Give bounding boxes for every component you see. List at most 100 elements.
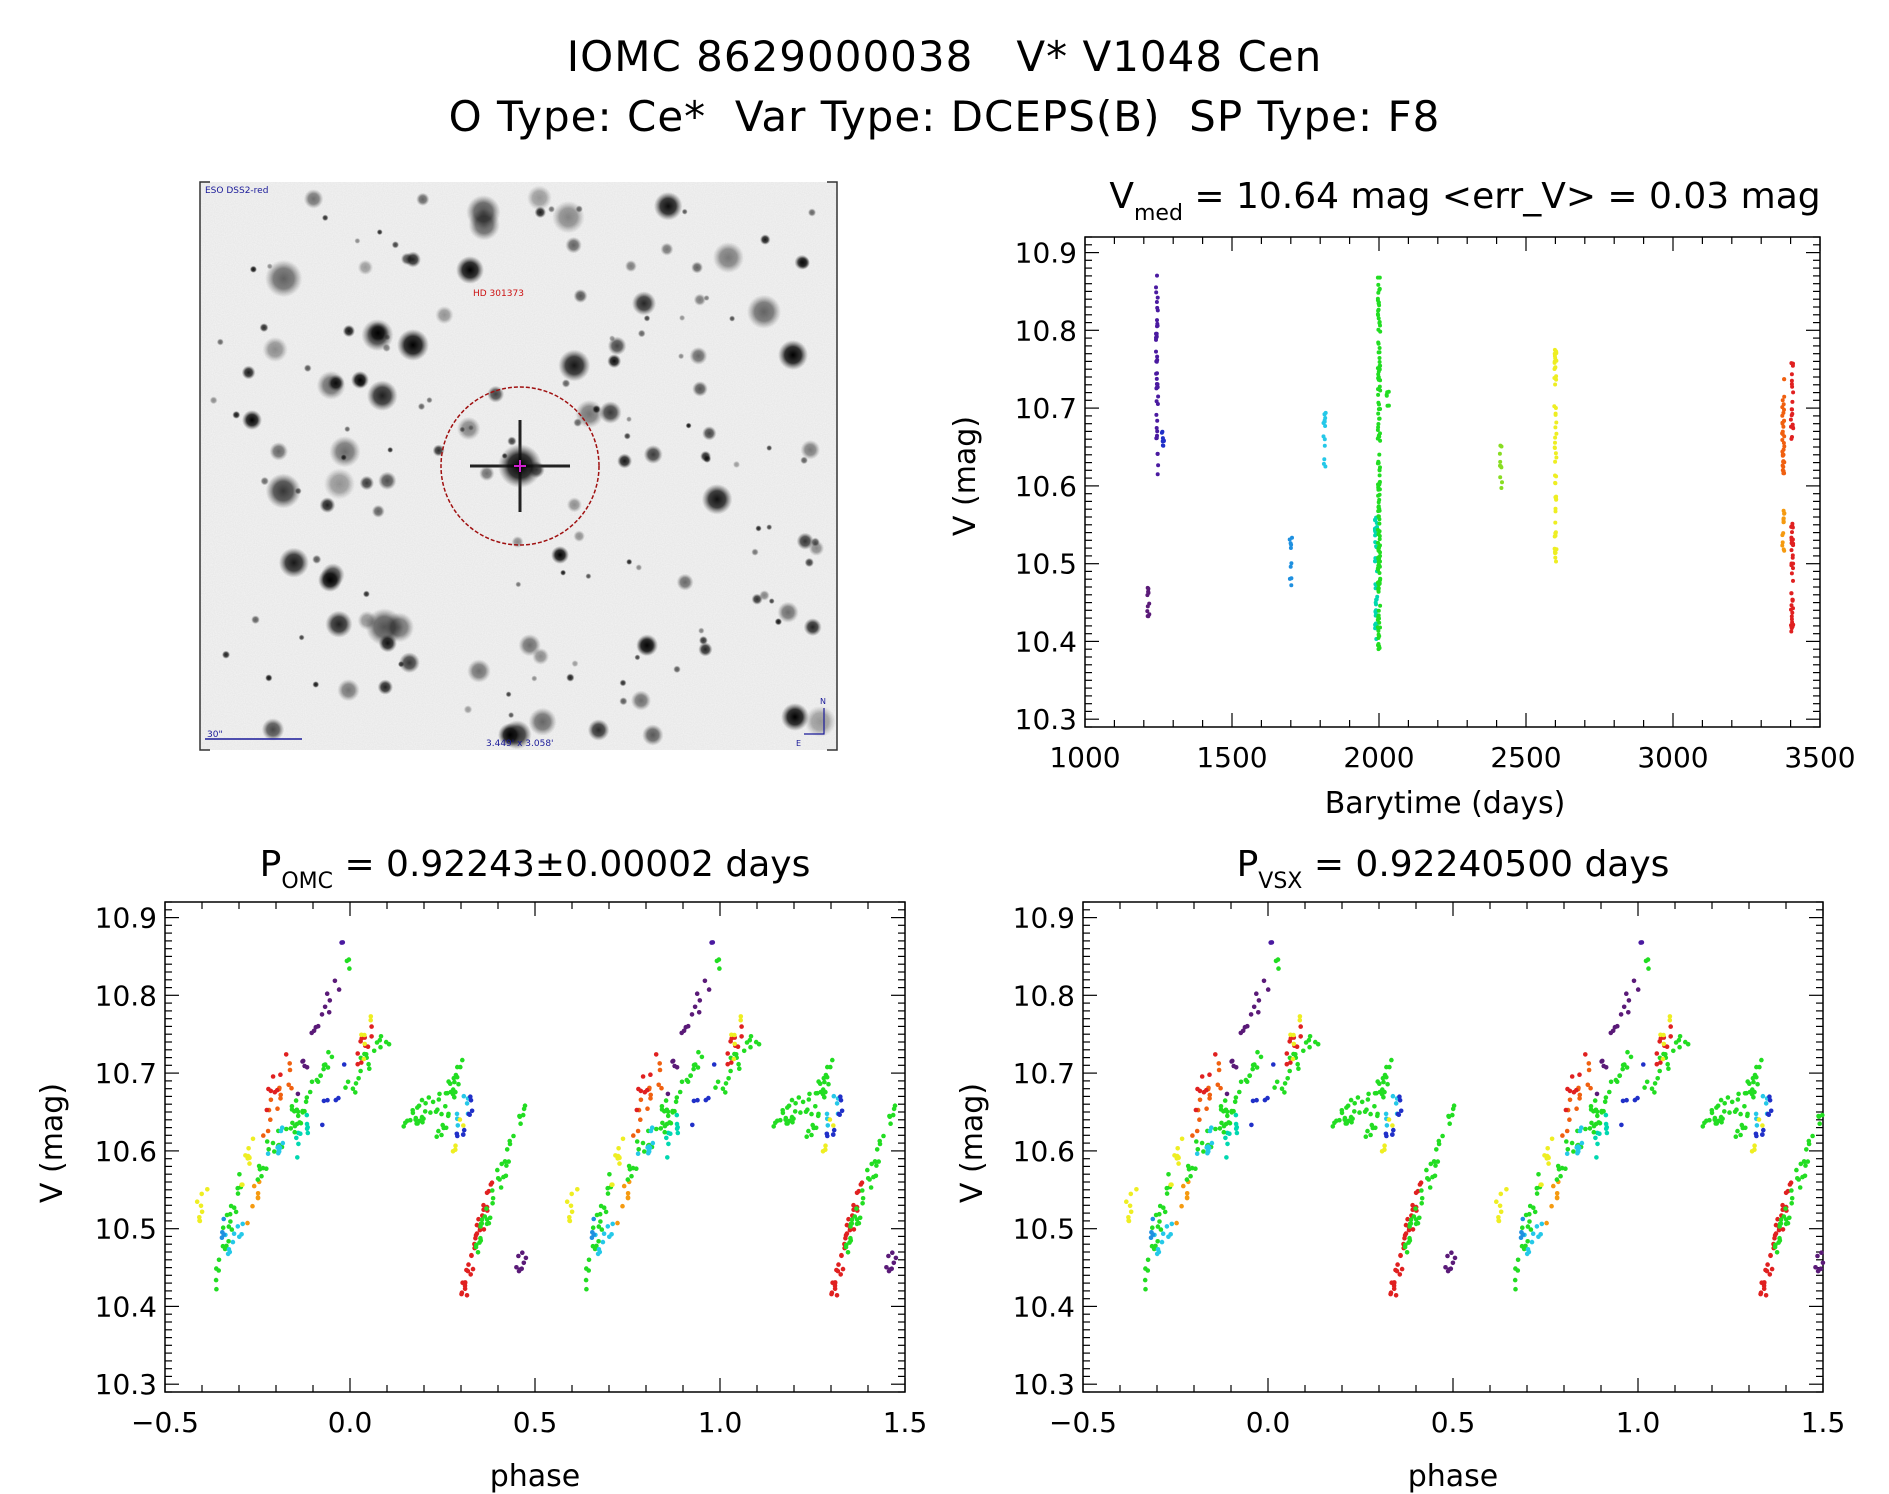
phase-point (1398, 1108, 1404, 1114)
data-point (1377, 303, 1382, 308)
field-star (463, 705, 473, 714)
phase-point (1753, 1111, 1759, 1117)
phase-point (1282, 1090, 1287, 1095)
phase-point (1554, 1191, 1560, 1196)
phase-point (1567, 1097, 1573, 1103)
phase-point (1179, 1203, 1184, 1209)
phase-point (1497, 1203, 1503, 1209)
phase-point (1745, 1113, 1750, 1119)
phase-point (568, 1203, 574, 1209)
phase-point (670, 1108, 675, 1114)
data-point (1154, 436, 1159, 441)
y-tick-label: 10.9 (1013, 902, 1075, 935)
bright-star (551, 546, 569, 564)
phase-point (484, 1221, 490, 1227)
phase-point (1330, 1124, 1336, 1129)
data-point (1377, 356, 1382, 360)
phase-point (1397, 1098, 1403, 1103)
y-tick-label: 10.3 (1015, 703, 1077, 736)
phase-point (609, 1182, 614, 1187)
data-point (1553, 435, 1558, 440)
phase-point (694, 991, 700, 996)
survey-label: ESO DSS2-red (205, 186, 268, 196)
phase-point (738, 1014, 744, 1019)
data-point (1377, 529, 1382, 534)
y-tick-label: 10.7 (1013, 1057, 1075, 1090)
data-point (1780, 420, 1785, 425)
data-point (1376, 608, 1381, 613)
phase-point (729, 1032, 734, 1038)
data-point (1499, 486, 1504, 490)
phase-point (1597, 1131, 1602, 1136)
field-star (362, 590, 370, 598)
field-star (571, 660, 579, 668)
phase-point (828, 1064, 833, 1070)
phase-point (1194, 1151, 1200, 1156)
phase-point (1271, 1062, 1276, 1067)
phase-point (479, 1217, 485, 1222)
phase-point (854, 1221, 860, 1227)
phase-point (1294, 1044, 1300, 1049)
phase-point (1419, 1188, 1424, 1193)
data-point (1377, 350, 1382, 355)
phase-point (1258, 1054, 1264, 1060)
phase-point (1213, 1126, 1218, 1132)
phase-point (784, 1121, 789, 1126)
phase-point (1733, 1134, 1739, 1139)
field-star (693, 293, 706, 306)
x-tick-label: −0.5 (131, 1406, 199, 1439)
phase-point (824, 1111, 830, 1117)
data-point (1376, 485, 1381, 490)
phase-point (235, 1191, 241, 1196)
phase-point (692, 1004, 698, 1010)
field-star (676, 573, 694, 591)
phase-point (1279, 1086, 1285, 1091)
phase-point (1234, 1130, 1240, 1136)
data-point (1788, 417, 1793, 422)
phase-point (728, 1039, 733, 1044)
bright-star (397, 329, 429, 361)
phase-point (1410, 1227, 1416, 1232)
phase-point (697, 998, 703, 1003)
phase-point (605, 1191, 611, 1196)
data-point (1782, 511, 1787, 516)
phase-point (268, 1117, 273, 1122)
phase-point (1569, 1140, 1575, 1146)
data-point (1377, 571, 1382, 575)
phase-point (817, 1081, 823, 1086)
phase-point (822, 1079, 827, 1085)
phase-point (1525, 1224, 1531, 1229)
field-star (766, 524, 773, 531)
phase-point (198, 1203, 204, 1209)
data-point (1375, 594, 1380, 599)
phase-point (696, 1049, 701, 1055)
phase-point (1307, 1034, 1313, 1039)
data-point (1376, 407, 1381, 412)
phase-point (871, 1174, 876, 1180)
x-axis-label: Barytime (days) (1325, 786, 1566, 821)
phase-point (422, 1109, 428, 1114)
phase-point (656, 1082, 661, 1088)
phase-point (1527, 1203, 1533, 1209)
field-star (366, 380, 398, 412)
phase-point (569, 1191, 574, 1197)
phase-point (1390, 1132, 1395, 1137)
phase-point (586, 1257, 592, 1263)
data-point (1790, 363, 1795, 368)
data-point (1780, 540, 1785, 545)
data-point (1498, 443, 1503, 448)
panel-title: PVSX = 0.92240500 days (1237, 844, 1670, 894)
phase-point (1428, 1161, 1434, 1167)
phase-point (1128, 1191, 1134, 1197)
phase-point (1577, 1072, 1582, 1077)
phase-point (657, 1067, 663, 1073)
field-star (565, 236, 582, 254)
bright-star (456, 256, 484, 284)
phase-point (318, 1073, 324, 1078)
data-point (1377, 346, 1382, 350)
field-star (558, 349, 591, 382)
phase-point (868, 1185, 874, 1190)
phase-point (507, 1138, 512, 1144)
phase-point (260, 1165, 266, 1171)
phase-point (1193, 1107, 1199, 1113)
